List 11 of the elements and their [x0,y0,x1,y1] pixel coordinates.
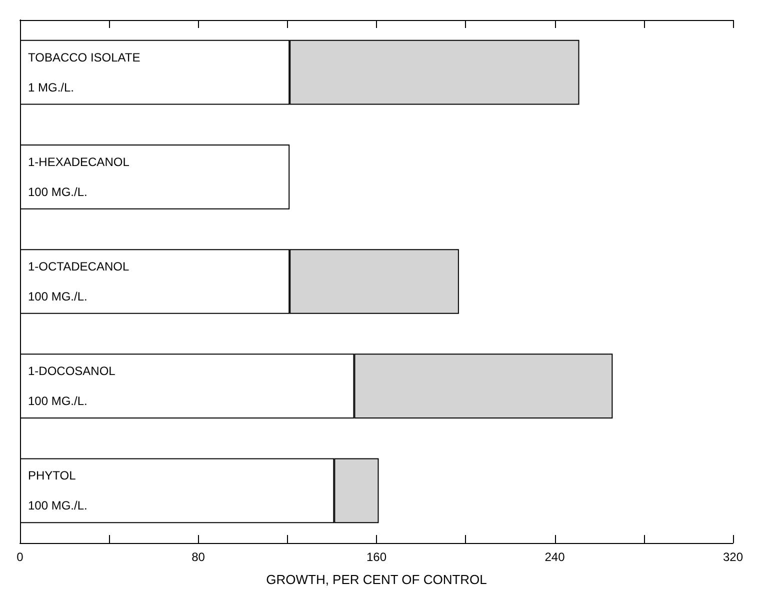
x-tick-label: 240 [544,550,566,564]
x-tick-label: 320 [722,550,744,564]
category-label: 1-DOCOSANOL 100 MG./L. [28,364,116,408]
category-label: 1-OCTADECANOL 100 MG./L. [28,260,130,304]
x-tick-label: 80 [192,550,206,564]
x-axis-title: GROWTH, PER CENT OF CONTROL [266,572,487,587]
x-tick-label: 0 [16,550,24,564]
category-label: PHYTOL 100 MG./L. [28,468,88,513]
category-label: 1-HEXADECANOL 100 MG./L. [28,154,130,199]
x-tick-label: 160 [366,550,387,564]
category-label: TOBACCO ISOLATE 1 MG./L. [28,50,140,94]
